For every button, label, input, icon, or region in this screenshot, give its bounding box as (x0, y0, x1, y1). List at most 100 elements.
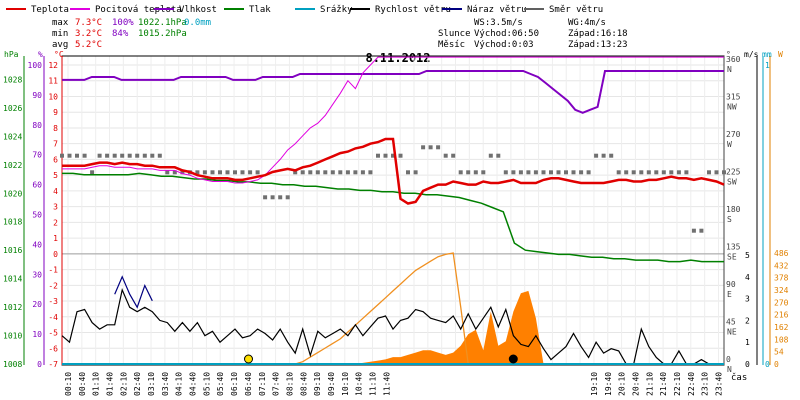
x-tick-label: 05:10 (202, 372, 211, 396)
hpa-tick-label: 1012 (3, 303, 22, 312)
wind-direction-point (458, 170, 463, 175)
ms-tick-label: 1 (745, 338, 750, 347)
degrees-unit-label: ° (726, 50, 731, 59)
hpa-tick-label: 1028 (3, 75, 22, 84)
ms-tick-label: 5 (745, 251, 750, 260)
degrees-tick-label: 0 (726, 355, 731, 364)
hpa-tick-label: 1026 (3, 104, 22, 113)
wind-direction-point (142, 153, 147, 158)
x-tick-label: 22:10 (673, 372, 682, 396)
degrees-dir-label: SE (727, 253, 737, 262)
wind-direction-point (67, 153, 72, 158)
legend-label-1: Pocitová teplota (95, 5, 182, 15)
sun-set: Západ:16:18 (568, 29, 628, 39)
celsius-tick-label: 7 (53, 140, 58, 149)
x-tick-label: 01:10 (92, 372, 101, 396)
wind-direction-point (707, 170, 711, 175)
wind-direction-point (150, 153, 155, 158)
legend-label-3: Tlak (249, 5, 271, 15)
watts-tick-label: 432 (774, 261, 789, 270)
celsius-tick-label: 8 (53, 124, 58, 133)
x-tick-label: 06:10 (230, 372, 239, 396)
wind-ws: WS:3.5m/s (474, 18, 523, 28)
wind-direction-point (413, 170, 418, 175)
wind-direction-point (714, 170, 719, 175)
wind-direction-point (90, 170, 95, 175)
wind-direction-point (82, 153, 87, 158)
x-tick-label: 09:40 (327, 372, 336, 396)
x-tick-label: 08:10 (285, 372, 294, 396)
watts-tick-label: 324 (774, 286, 789, 295)
x-tick-label: 09:10 (313, 372, 322, 396)
ms-tick-label: 3 (745, 295, 750, 304)
wind-direction-point (323, 170, 328, 175)
wind-direction-point (684, 170, 689, 175)
wind-direction-point (360, 170, 365, 175)
wind-direction-point (503, 170, 508, 175)
hpa-tick-label: 1008 (3, 360, 22, 369)
degrees-dir-label: S (727, 215, 732, 224)
wind-direction-point (60, 153, 64, 158)
series-rychlost-v-tru (61, 287, 724, 365)
celsius-tick-label: 2 (53, 218, 58, 227)
wind-direction-point (218, 170, 222, 175)
celsius-tick-label: 10 (48, 92, 58, 101)
watts-tick-label: 486 (774, 249, 789, 258)
wind-direction-point (263, 195, 268, 200)
x-tick-label: 02:10 (119, 372, 128, 396)
x-tick-label: 22:40 (687, 372, 696, 396)
legend-label-6: Náraz větru (467, 5, 527, 15)
hpa-tick-label: 1020 (3, 189, 22, 198)
wind-direction-point (533, 170, 538, 175)
watts-tick-label: 0 (774, 360, 779, 369)
wind-direction-point (436, 145, 441, 150)
celsius-tick-label: -7 (48, 360, 58, 369)
wind-direction-point (676, 170, 681, 175)
wind-direction-point (699, 228, 704, 233)
percent-tick-label: 70 (32, 151, 42, 160)
wind-direction-point (624, 170, 629, 175)
celsius-tick-label: 11 (48, 77, 58, 86)
wind-direction-point (526, 170, 531, 175)
x-tick-label: 19:40 (604, 372, 613, 396)
axes: hPa% °C ° m/s mm W100810101012101410161018102… (3, 50, 789, 374)
x-tick-label: 04:40 (189, 372, 198, 396)
wind-direction-point (496, 153, 501, 158)
celsius-tick-label: -1 (48, 266, 58, 275)
stat-max-press: 1022.1hPa (138, 18, 187, 28)
degrees-dir-label: W (727, 140, 732, 149)
celsius-tick-label: -2 (48, 281, 58, 290)
celsius-tick-label: 12 (48, 61, 58, 70)
wind-direction-point (285, 195, 290, 200)
percent-tick-label: 50 (32, 211, 42, 220)
x-tick-label: 20:40 (631, 372, 640, 396)
stat-max-temp: 7.3°C (75, 18, 102, 28)
wind-direction-point (541, 170, 546, 175)
wind-direction-point (240, 170, 245, 175)
degrees-dir-label: N (727, 365, 732, 374)
mm-tick-label: 1 (765, 61, 770, 70)
hpa-tick-label: 1024 (3, 132, 22, 141)
x-tick-label: 19:10 (590, 372, 599, 396)
wind-direction-point (127, 153, 132, 158)
stat-min-press: 1015.2hPa (138, 29, 187, 39)
sunrise-marker (244, 354, 253, 364)
percent-unit-label: % (38, 50, 43, 59)
degrees-tick-label: 45 (726, 318, 736, 327)
wind-direction-point (594, 153, 599, 158)
percent-tick-label: 60 (32, 181, 42, 190)
celsius-tick-label: 5 (53, 171, 58, 180)
moon-set: Západ:13:23 (568, 40, 628, 50)
celsius-tick-label: 3 (53, 203, 58, 212)
wind-direction-point (300, 170, 305, 175)
hpa-tick-label: 1018 (3, 218, 22, 227)
watts-unit-label: W (778, 50, 783, 59)
wind-direction-point (202, 170, 207, 175)
wind-direction-point (135, 153, 140, 158)
degrees-dir-label: E (727, 290, 732, 299)
x-tick-label: 11:10 (369, 372, 378, 396)
x-axis-label: čas (731, 372, 747, 383)
x-tick-label: 00:10 (64, 372, 73, 396)
legend-label-4: Srážky (320, 5, 353, 15)
wind-direction-point (631, 170, 636, 175)
